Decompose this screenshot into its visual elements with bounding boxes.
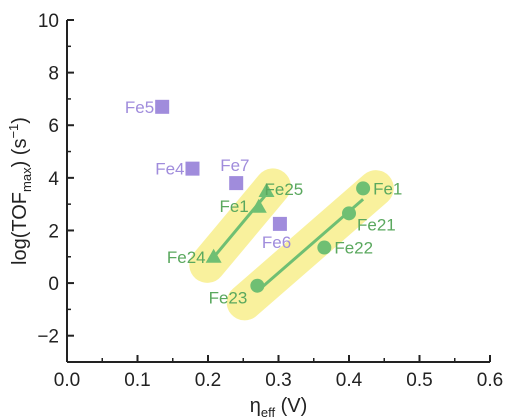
x-tick-label: 0.4 — [336, 370, 363, 391]
square-marker — [229, 176, 244, 191]
circle-marker — [250, 278, 265, 293]
point-label: Fe4 — [155, 160, 184, 179]
x-tick-label: 0.3 — [265, 370, 291, 391]
circle-marker — [356, 181, 371, 196]
y-tick-label: 2 — [48, 221, 59, 242]
y-axis-label-unit: ) (s — [9, 139, 31, 168]
triangle-marker — [205, 248, 222, 263]
point-labels: Fe5 Fe4 Fe7 Fe6 Fe24 Fe1 Fe25 Fe23 Fe22 Fe21 Fe1 — [125, 98, 403, 308]
x-axis-label-main: η — [250, 395, 261, 417]
y-axis-label-superscript: −1 — [6, 124, 21, 139]
x-tick-label: 0.2 — [195, 370, 221, 391]
x-axis-label: ηeff (V) — [250, 395, 308, 420]
point-label: Fe22 — [334, 239, 373, 258]
point-label: Fe24 — [167, 248, 206, 267]
data-points — [155, 99, 371, 293]
y-tick-label: 8 — [48, 64, 59, 85]
y-tick-label: 6 — [48, 116, 59, 137]
y-tick-label: 4 — [48, 169, 59, 190]
y-tick-label: −2 — [37, 327, 59, 348]
point-label: Fe1 — [219, 197, 248, 216]
y-axis-label: log(TOFmax) (s−1) — [6, 117, 34, 265]
point-label: Fe5 — [125, 98, 154, 117]
x-axis-label-unit: (V) — [275, 395, 307, 417]
square-marker — [185, 161, 200, 176]
x-tick-label: 0.0 — [54, 370, 80, 391]
y-axis-label-close: ) — [9, 117, 31, 124]
x-ticks: 0.0 0.1 0.2 0.3 0.4 0.5 0.6 — [54, 355, 503, 391]
x-tick-label: 0.1 — [124, 370, 150, 391]
point-label: Fe21 — [357, 215, 396, 234]
square-marker — [272, 216, 287, 231]
circle-marker — [317, 240, 332, 255]
point-label: Fe25 — [265, 180, 304, 199]
triangle-marker — [258, 183, 275, 197]
point-label: Fe7 — [220, 156, 249, 175]
y-tick-label: 10 — [38, 11, 59, 32]
y-axis-label-main: log(TOF — [9, 192, 31, 265]
y-tick-label: 0 — [48, 274, 59, 295]
circle-marker — [342, 206, 356, 221]
y-axis-label-subscript: max — [19, 167, 34, 192]
x-tick-label: 0.5 — [406, 370, 432, 391]
y-ticks: −2 0 2 4 6 8 10 — [37, 11, 74, 363]
point-label: Fe23 — [209, 289, 248, 308]
triangle-marker — [250, 198, 267, 213]
point-label: Fe6 — [262, 233, 291, 252]
square-marker — [155, 99, 170, 114]
point-label: Fe1 — [373, 179, 402, 198]
x-tick-label: 0.6 — [477, 370, 503, 391]
x-axis-label-subscript: eff — [261, 405, 276, 420]
